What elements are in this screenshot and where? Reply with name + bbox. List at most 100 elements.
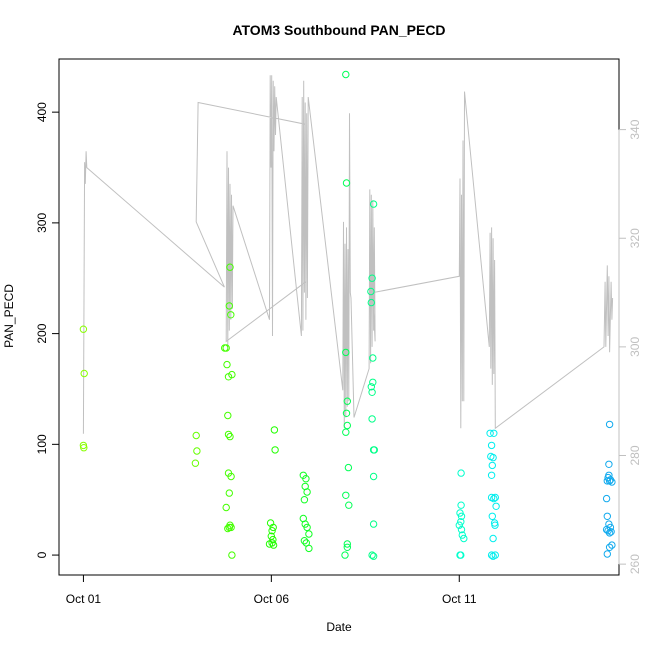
scatter-point — [457, 525, 466, 534]
scatter-points-layer — [79, 70, 616, 560]
y-right-tick-label: 340 — [628, 119, 642, 139]
scatter-point — [342, 70, 350, 79]
y-tick-label: 200 — [35, 323, 49, 343]
scatter-point — [487, 551, 496, 559]
scatter-point — [222, 344, 230, 352]
scatter-point — [303, 488, 311, 496]
y-axis-label: PAN_PECD — [2, 284, 16, 348]
scatter-point — [605, 529, 614, 537]
scatter-point — [305, 530, 313, 538]
chart-title: ATOM3 Southbound PAN_PECD — [232, 22, 445, 38]
scatter-point — [342, 409, 351, 417]
x-tick-label: Oct 06 — [254, 592, 290, 606]
scatter-point — [265, 540, 274, 548]
scatter-point — [460, 534, 468, 543]
scatter-point — [345, 501, 353, 509]
scatter-point — [368, 415, 376, 423]
y-tick-label: 400 — [35, 102, 49, 122]
scatter-point — [300, 496, 309, 504]
scatter-point — [80, 369, 88, 378]
scatter-point — [492, 502, 500, 510]
scatter-point — [369, 200, 378, 208]
y-tick-label: 300 — [35, 213, 49, 233]
x-axis: Oct 01 Oct 06 Oct 11 — [66, 574, 477, 606]
y-right-tick-label: 300 — [628, 337, 642, 357]
scatter-point — [223, 360, 231, 369]
scatter-point — [79, 325, 88, 333]
scatter-point — [303, 523, 311, 532]
scatter-point — [608, 478, 616, 486]
scatter-point — [489, 534, 497, 543]
scatter-point — [302, 475, 310, 483]
scatter-point — [489, 453, 497, 462]
scatter-point — [367, 298, 375, 307]
scatter-point — [368, 274, 376, 282]
scatter-point — [224, 411, 232, 420]
x-tick-label: Oct 01 — [66, 592, 102, 606]
scatter-point — [343, 397, 351, 405]
scatter-point — [367, 383, 375, 391]
y-tick-label: 0 — [35, 551, 49, 558]
scatter-point — [225, 489, 234, 497]
y-right-tick-label: 320 — [628, 228, 642, 248]
scatter-point — [342, 491, 350, 499]
scatter-point — [605, 420, 614, 429]
scatter-point — [226, 263, 234, 271]
secondary-series-layer — [82, 75, 614, 434]
scatter-point — [490, 429, 498, 437]
scatter-point — [343, 421, 351, 430]
scatter-point — [369, 472, 378, 481]
scatter-point — [491, 551, 499, 559]
scatter-point — [487, 441, 496, 450]
scatter-point — [490, 494, 498, 503]
scatter-point — [369, 552, 378, 560]
scatter-point — [606, 476, 615, 484]
scatter-point — [603, 512, 611, 520]
scatter-point — [456, 509, 464, 517]
scatter-point — [224, 430, 233, 439]
scatter-point — [457, 512, 466, 520]
scatter-point — [491, 493, 499, 502]
secondary-series-line — [82, 75, 614, 434]
scatter-point — [342, 179, 351, 187]
scatter-point — [602, 494, 611, 503]
scatter-point — [369, 520, 378, 528]
scatter-point — [342, 348, 350, 357]
scatter-point — [603, 477, 611, 485]
scatter-point — [369, 354, 377, 362]
scatter-point — [456, 551, 464, 559]
scatter-point — [193, 447, 201, 455]
scatter-point — [487, 471, 496, 479]
scatter-point — [227, 311, 235, 319]
scatter-point — [607, 528, 615, 536]
scatter-point — [369, 378, 377, 386]
scatter-point — [228, 370, 236, 379]
scatter-point — [457, 469, 465, 477]
scatter-point — [268, 527, 276, 535]
scatter-point — [270, 426, 279, 434]
scatter-point — [368, 388, 376, 396]
scatter-point — [488, 461, 496, 470]
y-tick-label: 100 — [35, 434, 49, 454]
scatter-point — [343, 543, 351, 551]
scatter-point — [603, 550, 611, 558]
scatter-point — [227, 523, 235, 532]
scatter-point — [305, 544, 313, 553]
scatter-point — [608, 541, 616, 549]
scatter-point — [367, 287, 375, 296]
scatter-point — [368, 551, 376, 559]
scatter-point — [458, 531, 466, 539]
scatter-point — [457, 501, 465, 509]
scatter-point — [457, 518, 465, 526]
x-axis-label: Date — [326, 620, 352, 634]
scatter-point — [455, 521, 463, 529]
scatter-point — [486, 429, 494, 437]
x-tick-label: Oct 11 — [442, 592, 477, 606]
scatter-point — [271, 446, 279, 454]
scatter-point — [269, 541, 278, 549]
scatter-point — [370, 446, 378, 454]
scatter-point — [225, 302, 234, 310]
scatter-point — [488, 512, 496, 520]
